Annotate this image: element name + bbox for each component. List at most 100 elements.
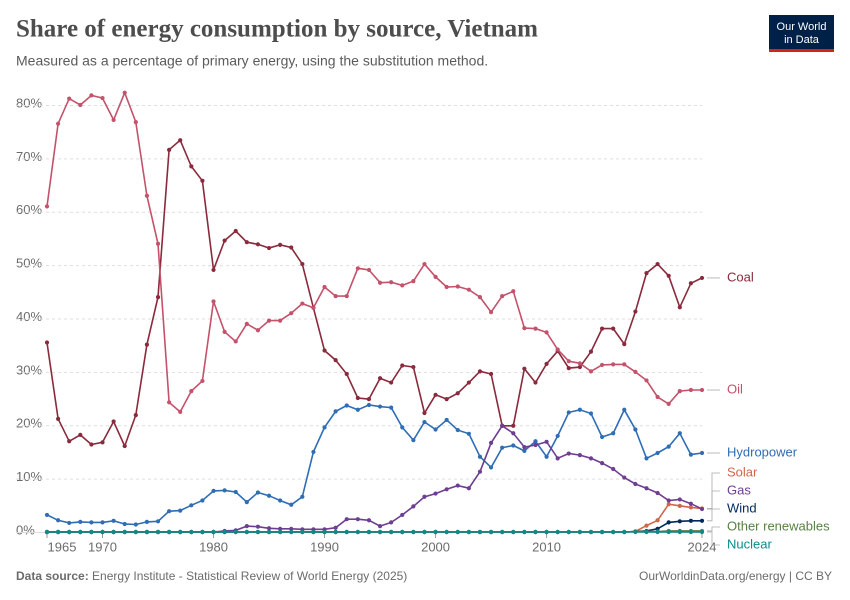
data-point	[644, 378, 649, 383]
data-point	[444, 284, 449, 290]
data-point	[355, 266, 360, 271]
data-point	[155, 241, 161, 246]
data-point	[377, 376, 383, 381]
data-point	[200, 529, 205, 535]
data-point	[311, 305, 316, 310]
data-point	[422, 419, 427, 425]
data-point	[111, 529, 116, 535]
data-point	[400, 283, 405, 288]
data-point	[455, 427, 460, 433]
data-point	[466, 486, 471, 491]
data-point	[455, 391, 460, 396]
y-tick-label: 30%	[16, 362, 42, 377]
data-point	[255, 490, 261, 495]
data-point	[488, 440, 494, 445]
data-point	[677, 431, 682, 436]
data-point	[333, 409, 338, 414]
data-point	[599, 529, 605, 535]
data-point	[311, 529, 316, 535]
y-tick-label: 20%	[16, 416, 42, 431]
data-point	[455, 483, 460, 488]
data-point	[599, 434, 605, 440]
data-point	[233, 529, 238, 535]
y-tick-label: 80%	[16, 95, 42, 110]
data-point	[411, 279, 416, 284]
data-point	[422, 410, 427, 416]
data-point	[644, 456, 649, 461]
legend-label: Wind	[727, 500, 757, 515]
y-tick-label: 0%	[16, 522, 35, 537]
data-point	[466, 529, 471, 535]
data-point	[511, 431, 516, 436]
data-point	[433, 392, 438, 397]
data-point	[544, 529, 549, 535]
data-point	[400, 425, 405, 430]
data-point	[377, 404, 383, 409]
data-point	[178, 508, 183, 513]
data-point	[133, 522, 138, 527]
logo-text: in Data	[784, 34, 820, 46]
data-point	[477, 469, 483, 474]
data-point	[344, 403, 349, 408]
data-point	[366, 518, 372, 523]
data-point	[533, 326, 538, 331]
logo-bar	[769, 49, 834, 52]
y-tick-label: 40%	[16, 309, 42, 324]
legend-label: Oil	[727, 381, 743, 396]
series-line	[47, 503, 703, 533]
data-point	[577, 361, 582, 366]
data-point	[466, 431, 471, 436]
series	[44, 138, 705, 449]
data-point	[533, 439, 538, 444]
data-point	[611, 362, 616, 367]
footer-credit[interactable]: OurWorldinData.org/energy | CC BY	[639, 569, 832, 583]
data-point	[122, 90, 127, 95]
data-point	[355, 407, 360, 412]
data-point	[422, 529, 427, 535]
series	[44, 529, 705, 535]
data-point	[44, 340, 50, 345]
data-point	[56, 121, 61, 126]
data-point	[133, 529, 138, 535]
data-point	[455, 529, 460, 535]
data-point	[466, 380, 471, 385]
data-point	[677, 497, 682, 502]
data-point	[500, 423, 505, 428]
data-point	[522, 445, 527, 450]
series	[44, 402, 705, 527]
data-point	[400, 363, 405, 368]
data-point	[688, 387, 693, 393]
data-point	[266, 526, 272, 531]
data-point	[455, 284, 460, 289]
data-point	[78, 519, 83, 524]
data-point	[67, 439, 72, 444]
data-point	[611, 431, 616, 436]
data-point	[189, 164, 194, 169]
logo[interactable]: Our World in Data	[769, 15, 834, 52]
data-point	[666, 529, 671, 535]
data-point	[555, 433, 560, 439]
data-point	[611, 326, 616, 331]
data-point	[622, 362, 627, 367]
data-point	[677, 305, 682, 310]
data-point	[622, 529, 627, 535]
data-point	[666, 502, 671, 507]
data-point	[699, 387, 705, 393]
data-point	[355, 529, 360, 535]
data-point	[178, 138, 183, 143]
data-point	[266, 318, 272, 323]
data-point	[300, 301, 305, 306]
data-point	[155, 519, 161, 524]
data-point	[622, 342, 627, 347]
data-point	[511, 529, 516, 535]
chart-title: Share of energy consumption by source, V…	[16, 16, 538, 43]
data-point	[278, 529, 283, 535]
data-point	[222, 238, 227, 243]
data-point	[655, 518, 660, 523]
data-point	[666, 520, 671, 525]
data-point	[167, 147, 172, 152]
data-point	[444, 417, 449, 423]
data-point	[333, 293, 338, 299]
data-point	[544, 330, 549, 335]
data-point	[555, 347, 560, 352]
